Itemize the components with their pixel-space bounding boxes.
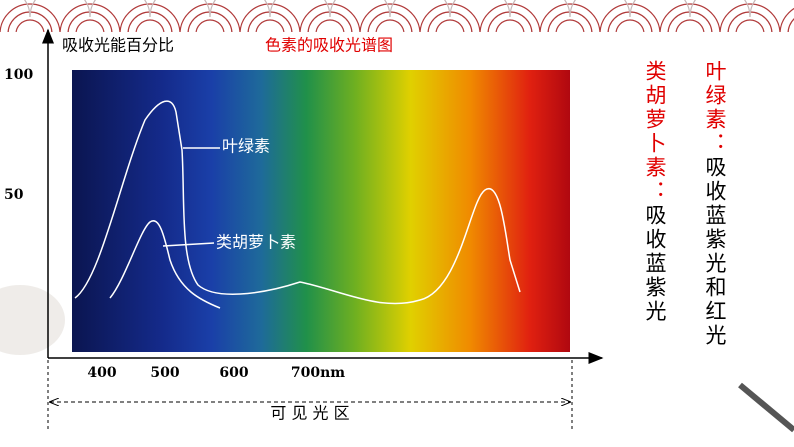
leader-line (162, 242, 215, 247)
curve-label: 叶绿素 (222, 137, 270, 156)
header-pattern (0, 0, 794, 32)
note-text: 吸收蓝紫光和红光 (703, 156, 727, 348)
title: 色素的吸收光谱图 (265, 36, 393, 55)
decoration (0, 285, 65, 355)
x-label: 400 (87, 365, 116, 381)
region-label: 可 见 光 区 (270, 404, 349, 423)
x-label: 500 (150, 365, 179, 381)
x-label: 700nm (291, 365, 345, 381)
y-label: 100 (4, 67, 33, 83)
note-text: 吸收蓝紫光 (643, 204, 667, 324)
spectrum (72, 70, 570, 352)
pigment-name: 类胡萝卜素： (643, 60, 667, 204)
brush (738, 382, 794, 433)
x-label: 600 (219, 365, 248, 381)
carotenoid-curve (109, 220, 221, 309)
pigment-name: 叶绿素： (703, 60, 727, 156)
y-axis-label: 吸收光能百分比 (62, 36, 174, 55)
chlorophyll-curve (74, 100, 521, 305)
curve-label: 类胡萝卜素 (216, 233, 296, 252)
note: 类胡萝卜素：吸收蓝紫光 (643, 60, 667, 324)
y-label: 50 (4, 187, 24, 203)
note: 叶绿素：吸收蓝紫光和红光 (703, 60, 727, 348)
